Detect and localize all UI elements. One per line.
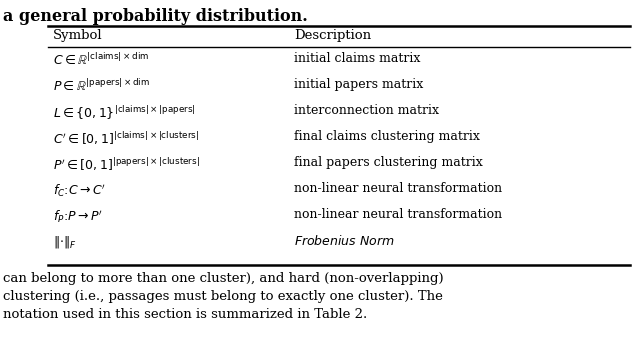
Text: final papers clustering matrix: final papers clustering matrix <box>294 156 483 169</box>
Text: clustering (i.e., passages must belong to exactly one cluster). The: clustering (i.e., passages must belong t… <box>3 290 443 303</box>
Text: $\|{\cdot}\|_F$: $\|{\cdot}\|_F$ <box>53 234 77 250</box>
Text: $P \in \mathbb{R}^{|\mathrm{papers}| \times \mathrm{dim}}$: $P \in \mathbb{R}^{|\mathrm{papers}| \ti… <box>53 78 150 94</box>
Text: a general probability distribution.: a general probability distribution. <box>3 8 308 25</box>
Text: final claims clustering matrix: final claims clustering matrix <box>294 130 480 143</box>
Text: can belong to more than one cluster), and hard (non-overlapping): can belong to more than one cluster), an… <box>3 272 444 285</box>
Text: initial papers matrix: initial papers matrix <box>294 78 424 91</box>
Text: $f_P\colon P \rightarrow P'$: $f_P\colon P \rightarrow P'$ <box>53 208 103 225</box>
Text: $P' \in [0,1]^{|\mathrm{papers}| \times |\mathrm{clusters}|}$: $P' \in [0,1]^{|\mathrm{papers}| \times … <box>53 156 200 173</box>
Text: $\mathit{Frobenius\ Norm}$: $\mathit{Frobenius\ Norm}$ <box>294 234 396 248</box>
Text: initial claims matrix: initial claims matrix <box>294 52 420 65</box>
Text: non-linear neural transformation: non-linear neural transformation <box>294 182 502 195</box>
Text: $C' \in [0,1]^{|\mathrm{claims}| \times |\mathrm{clusters}|}$: $C' \in [0,1]^{|\mathrm{claims}| \times … <box>53 130 199 147</box>
Text: $f_C\colon C \rightarrow C'$: $f_C\colon C \rightarrow C'$ <box>53 182 106 199</box>
Text: Symbol: Symbol <box>53 29 102 42</box>
Text: non-linear neural transformation: non-linear neural transformation <box>294 208 502 221</box>
Text: $C \in \mathbb{R}^{|\mathrm{claims}| \times \mathrm{dim}}$: $C \in \mathbb{R}^{|\mathrm{claims}| \ti… <box>53 52 149 68</box>
Text: interconnection matrix: interconnection matrix <box>294 104 440 117</box>
Text: notation used in this section is summarized in Table 2.: notation used in this section is summari… <box>3 308 367 321</box>
Text: Description: Description <box>294 29 372 42</box>
Text: $L \in \{0,1\}^{|\mathrm{claims}| \times |\mathrm{papers}|}$: $L \in \{0,1\}^{|\mathrm{claims}| \times… <box>53 104 196 122</box>
